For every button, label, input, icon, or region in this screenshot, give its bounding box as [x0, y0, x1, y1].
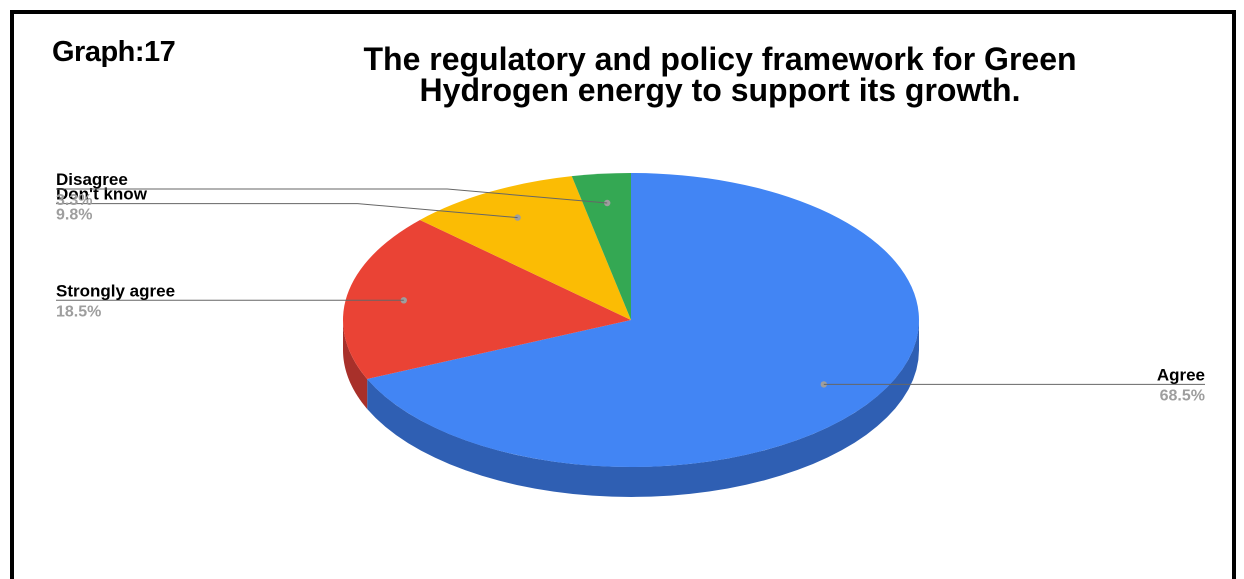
chart-title-line-1: The regulatory and policy framework for …	[363, 41, 1077, 77]
leader-line-don-t-know	[56, 203, 518, 219]
leader-line-disagree	[56, 188, 608, 204]
pie-side-agree	[367, 320, 919, 497]
slice-percent-disagree: 3.3%	[56, 192, 92, 209]
slice-label-agree: Agree	[1157, 365, 1205, 384]
pie-slice-strongly-agree[interactable]	[342, 219, 631, 379]
graph-number-label: Graph:17	[52, 36, 176, 68]
pie-3d-sides	[343, 320, 919, 497]
slice-percent-don-t-know: 9.8%	[56, 207, 92, 224]
pie-slice-disagree[interactable]	[571, 173, 631, 320]
slice-percent-agree: 68.5%	[1160, 387, 1205, 404]
chart-title-line-2: Hydrogen energy to support its growth.	[419, 72, 1021, 108]
slice-label-disagree: Disagree	[56, 170, 128, 189]
pie-slice-agree[interactable]	[367, 173, 919, 468]
slice-label-strongly-agree: Strongly agree	[56, 281, 175, 300]
slice-percent-strongly-agree: 18.5%	[56, 303, 101, 320]
pie-slice-don-t-know[interactable]	[419, 176, 631, 320]
pie-side-strongly-agree	[343, 320, 368, 409]
chart-title: The regulatory and policy framework for …	[240, 41, 1200, 108]
pie-slices	[342, 173, 919, 468]
